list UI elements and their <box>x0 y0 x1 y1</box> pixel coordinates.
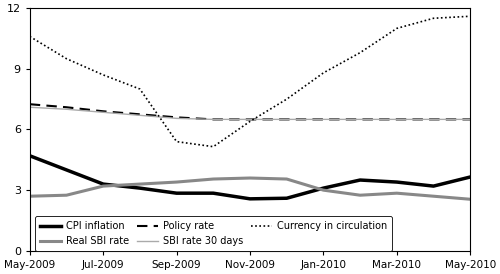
Currency in circulation <box>174 140 180 143</box>
Real SBI rate <box>284 177 290 181</box>
Currency in circulation <box>394 27 400 30</box>
CPI inflation <box>284 196 290 200</box>
CPI inflation <box>467 175 473 179</box>
Real SBI rate <box>357 193 363 197</box>
Currency in circulation <box>357 51 363 54</box>
Line: Policy rate: Policy rate <box>30 104 470 119</box>
Currency in circulation <box>467 15 473 18</box>
Real SBI rate <box>27 195 33 198</box>
SBI rate 30 days <box>137 114 143 117</box>
Real SBI rate <box>467 198 473 201</box>
CPI inflation <box>137 187 143 190</box>
CPI inflation <box>100 182 106 186</box>
Policy rate <box>284 118 290 121</box>
Currency in circulation <box>100 73 106 76</box>
Real SBI rate <box>100 184 106 188</box>
Policy rate <box>467 118 473 121</box>
Currency in circulation <box>284 98 290 101</box>
CPI inflation <box>27 154 33 158</box>
Policy rate <box>210 118 216 121</box>
Legend: CPI inflation, Real SBI rate, Policy rate, SBI rate 30 days, Currency in circula: CPI inflation, Real SBI rate, Policy rat… <box>34 216 392 251</box>
Line: SBI rate 30 days: SBI rate 30 days <box>30 107 470 119</box>
Real SBI rate <box>64 193 70 197</box>
SBI rate 30 days <box>100 111 106 114</box>
SBI rate 30 days <box>64 108 70 111</box>
SBI rate 30 days <box>27 105 33 109</box>
Real SBI rate <box>137 182 143 186</box>
SBI rate 30 days <box>320 118 326 121</box>
Policy rate <box>27 102 33 106</box>
SBI rate 30 days <box>174 117 180 120</box>
SBI rate 30 days <box>467 118 473 121</box>
SBI rate 30 days <box>210 118 216 121</box>
Policy rate <box>137 113 143 116</box>
Policy rate <box>357 118 363 121</box>
CPI inflation <box>394 180 400 184</box>
SBI rate 30 days <box>247 118 253 121</box>
Policy rate <box>320 118 326 121</box>
Policy rate <box>174 116 180 119</box>
Real SBI rate <box>320 189 326 192</box>
CPI inflation <box>357 178 363 182</box>
CPI inflation <box>64 168 70 172</box>
CPI inflation <box>174 192 180 195</box>
Real SBI rate <box>210 177 216 181</box>
Policy rate <box>430 118 436 121</box>
Policy rate <box>100 110 106 113</box>
CPI inflation <box>247 197 253 201</box>
SBI rate 30 days <box>394 118 400 121</box>
Line: CPI inflation: CPI inflation <box>30 156 470 199</box>
Real SBI rate <box>174 180 180 184</box>
SBI rate 30 days <box>284 118 290 121</box>
SBI rate 30 days <box>357 118 363 121</box>
CPI inflation <box>430 184 436 188</box>
Currency in circulation <box>247 120 253 123</box>
Currency in circulation <box>64 57 70 60</box>
Currency in circulation <box>320 71 326 75</box>
Line: Real SBI rate: Real SBI rate <box>30 178 470 199</box>
Real SBI rate <box>394 192 400 195</box>
Line: Currency in circulation: Currency in circulation <box>30 16 470 147</box>
CPI inflation <box>210 192 216 195</box>
Real SBI rate <box>430 195 436 198</box>
Real SBI rate <box>247 176 253 180</box>
Policy rate <box>247 118 253 121</box>
Currency in circulation <box>430 17 436 20</box>
CPI inflation <box>320 187 326 190</box>
Policy rate <box>64 105 70 109</box>
Currency in circulation <box>137 87 143 91</box>
Policy rate <box>394 118 400 121</box>
Currency in circulation <box>27 35 33 38</box>
SBI rate 30 days <box>430 118 436 121</box>
Currency in circulation <box>210 145 216 148</box>
